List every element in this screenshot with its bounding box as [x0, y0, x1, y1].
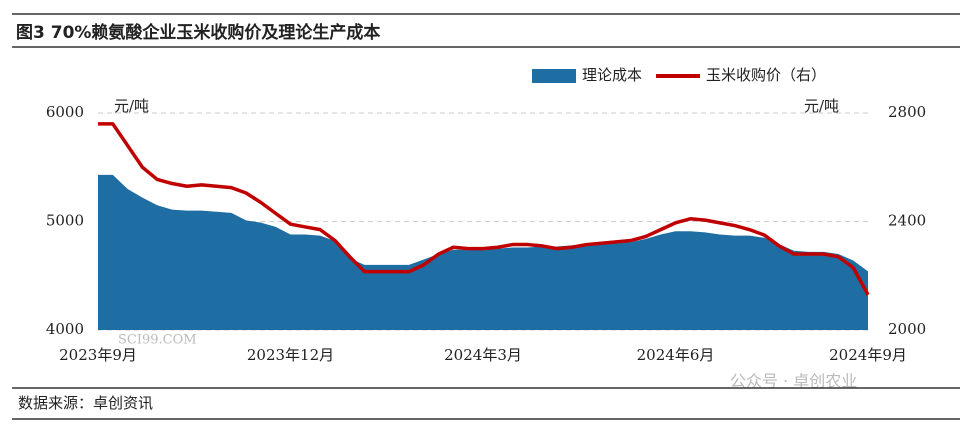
- legend-label: 理论成本: [582, 66, 642, 84]
- watermark: 公众号 · 卓创农业: [730, 372, 857, 391]
- chart-title: 图3 70%赖氨酸企业玉米收购价及理论生产成本: [16, 22, 380, 43]
- source: 数据来源：卓创资讯: [18, 394, 153, 412]
- y-tick-label: 6000: [46, 103, 84, 121]
- y-tick-label: 4000: [46, 320, 84, 338]
- legend-swatch: [532, 69, 576, 83]
- area: [98, 174, 868, 330]
- y-tick-label: 5000: [46, 212, 84, 230]
- x-tick-label: 2023年12月: [247, 346, 334, 364]
- legend-label: 玉米收购价（右）: [706, 66, 826, 84]
- y2-tick-label: 2000: [888, 320, 926, 338]
- watermark: SCI99.COM: [118, 333, 197, 348]
- y2-tick-label: 2800: [888, 103, 926, 121]
- y2-unit: 元/吨: [804, 97, 839, 115]
- y2-tick-label: 2400: [888, 212, 926, 230]
- line: [98, 122, 870, 296]
- x-tick-label: 2024年3月: [444, 346, 522, 364]
- y-unit: 元/吨: [114, 97, 149, 115]
- x-tick-label: 2024年9月: [829, 346, 907, 364]
- x-tick-label: 2023年9月: [59, 346, 137, 364]
- x-tick-label: 2024年6月: [637, 346, 715, 364]
